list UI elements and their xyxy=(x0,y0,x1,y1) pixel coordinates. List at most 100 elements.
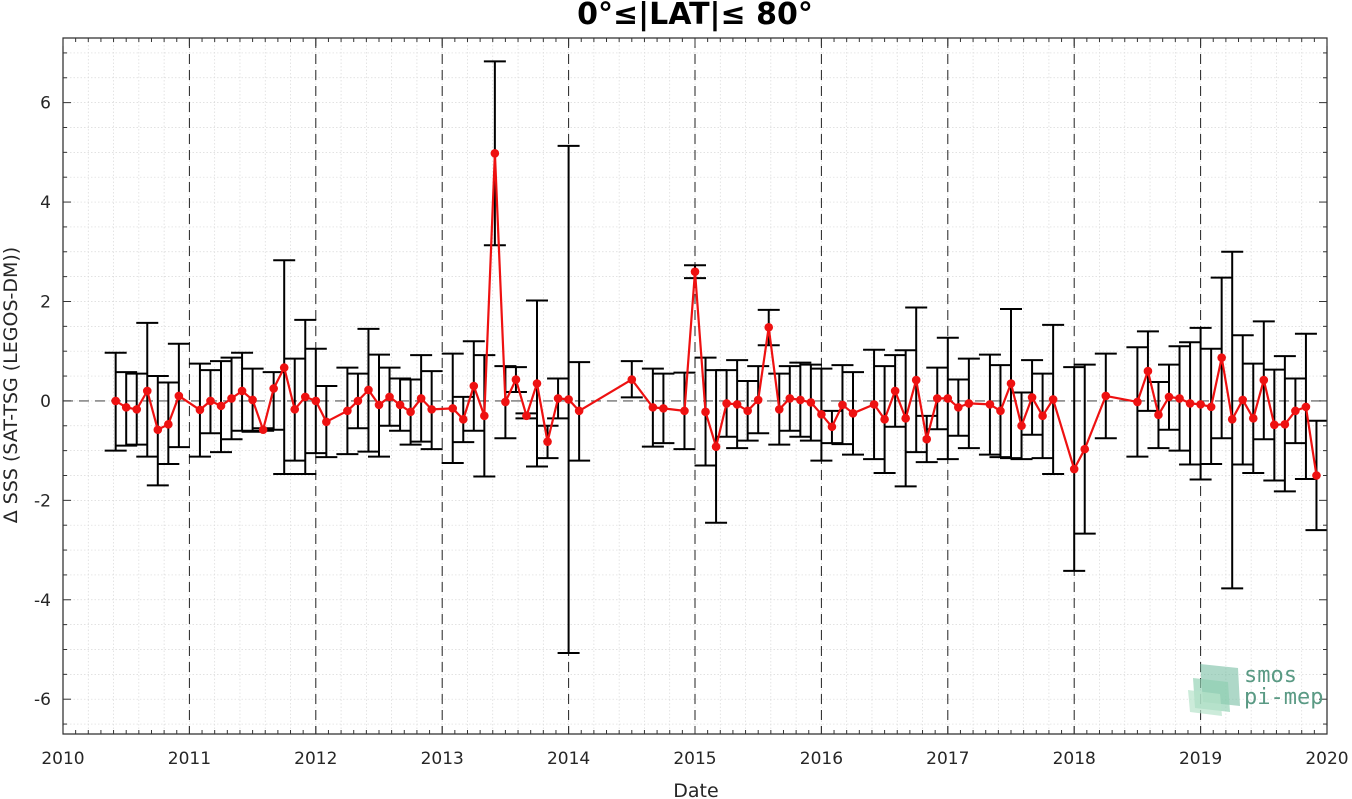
data-point xyxy=(848,409,858,418)
data-point xyxy=(785,394,795,403)
data-point xyxy=(690,267,700,276)
y-tick-label: 6 xyxy=(40,94,51,114)
data-point xyxy=(648,403,658,412)
x-tick-label: 2019 xyxy=(1179,749,1222,769)
y-tick-label: -2 xyxy=(34,491,51,511)
x-tick-label: 2013 xyxy=(421,749,464,769)
data-point xyxy=(121,403,131,412)
x-tick-label: 2010 xyxy=(41,749,84,769)
y-axis-label: Δ SSS (SAT-TSG (LEGOS-DM)) xyxy=(0,247,22,523)
data-point xyxy=(943,394,953,403)
data-point xyxy=(701,407,710,417)
data-point xyxy=(279,363,289,372)
data-point xyxy=(1238,395,1248,405)
data-point xyxy=(1206,402,1216,412)
data-point xyxy=(553,394,563,403)
data-point xyxy=(269,384,278,393)
data-point xyxy=(1154,410,1163,420)
data-point xyxy=(164,419,173,429)
data-point xyxy=(627,375,637,384)
y-tick-label: 2 xyxy=(40,292,51,312)
data-point xyxy=(1280,419,1290,429)
y-tick-label: 4 xyxy=(40,193,51,213)
data-point xyxy=(1006,379,1016,388)
data-point xyxy=(469,381,479,391)
axes-frame xyxy=(62,37,1328,735)
data-point xyxy=(996,406,1005,416)
data-point xyxy=(480,411,489,421)
data-point xyxy=(1143,366,1153,376)
data-point xyxy=(1301,402,1311,412)
x-axis-label: Date xyxy=(673,780,718,799)
data-point xyxy=(385,392,394,402)
data-point xyxy=(532,379,542,388)
y-tick-label: -6 xyxy=(34,690,51,710)
x-tick-label: 2011 xyxy=(168,749,211,769)
data-point xyxy=(174,391,184,401)
x-tick-label: 2012 xyxy=(294,749,337,769)
data-point xyxy=(1038,411,1047,421)
data-point xyxy=(1164,392,1174,402)
x-tick-label: 2015 xyxy=(673,749,716,769)
tick-labels: 2010 2011 2012 2013 2014 2015 2016 2017 2018 2019… xyxy=(34,94,1349,769)
x-tick-label: 2016 xyxy=(800,749,843,769)
data-point xyxy=(1185,399,1195,408)
data-point xyxy=(869,400,879,409)
data-point xyxy=(753,395,763,405)
data-point xyxy=(880,415,889,424)
data-point xyxy=(227,394,236,403)
data-point xyxy=(416,394,426,403)
data-point xyxy=(374,400,384,410)
series-line-path xyxy=(115,152,1318,476)
data-point xyxy=(1133,397,1142,407)
data-point xyxy=(153,425,163,435)
data-point xyxy=(911,375,921,385)
data-point xyxy=(248,395,257,405)
data-point xyxy=(511,375,521,384)
data-point xyxy=(1027,393,1037,402)
data-point xyxy=(216,401,226,411)
data-point xyxy=(322,417,331,427)
data-point xyxy=(290,405,300,414)
data-point xyxy=(458,415,468,424)
x-tick-label: 2018 xyxy=(1053,749,1096,769)
data-point xyxy=(343,406,352,416)
data-point xyxy=(364,385,373,395)
data-point xyxy=(258,425,268,435)
data-point xyxy=(237,386,247,396)
data-point xyxy=(206,396,215,406)
data-point xyxy=(806,398,816,407)
smos-pi-mep-logo: smos pi-mep xyxy=(1188,663,1323,716)
data-point xyxy=(427,405,436,414)
data-point xyxy=(311,396,321,406)
series-line xyxy=(111,149,1321,480)
data-point xyxy=(964,399,974,408)
data-point xyxy=(522,411,531,421)
data-point xyxy=(764,323,774,332)
data-point xyxy=(1270,420,1279,430)
data-point xyxy=(1217,353,1226,362)
data-point xyxy=(901,414,910,423)
data-point xyxy=(796,395,805,405)
data-point xyxy=(574,406,584,416)
data-point xyxy=(448,404,458,413)
data-point xyxy=(711,442,721,451)
y-tick-label: 0 xyxy=(40,392,51,412)
data-point xyxy=(111,396,120,406)
data-point xyxy=(490,149,500,158)
data-point xyxy=(501,397,510,407)
data-point xyxy=(1259,375,1269,385)
data-point xyxy=(732,400,742,409)
data-point xyxy=(1069,464,1079,474)
data-point xyxy=(1017,421,1026,431)
logo-text-pi-mep: pi-mep xyxy=(1244,685,1323,710)
data-point xyxy=(564,395,573,404)
data-point xyxy=(300,392,310,402)
data-point xyxy=(1080,444,1090,454)
data-point xyxy=(195,405,205,415)
y-tick-label: -4 xyxy=(34,591,51,611)
data-point xyxy=(817,410,826,419)
data-point xyxy=(1196,400,1205,409)
